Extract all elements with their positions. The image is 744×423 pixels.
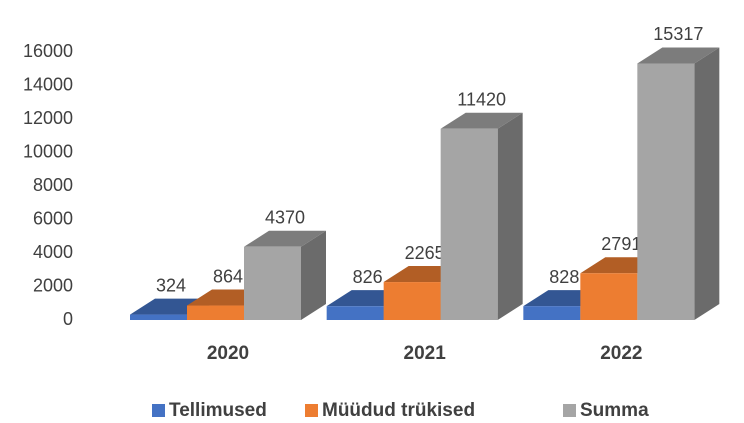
x-tick-label: 2021	[404, 343, 447, 364]
data-label: 11420	[457, 89, 506, 109]
y-tick-label: 14000	[23, 74, 73, 94]
legend-swatch	[152, 404, 165, 417]
legend-label: Summa	[580, 400, 649, 421]
data-label: 324	[156, 275, 186, 295]
y-tick-label: 4000	[33, 242, 73, 262]
y-tick-label: 2000	[33, 275, 73, 295]
data-label: 2791	[601, 234, 641, 254]
bar-top	[637, 47, 720, 64]
y-tick-label: 6000	[33, 208, 73, 228]
x-tick-label: 2020	[207, 343, 249, 364]
bar-top	[440, 112, 523, 129]
y-tick-label: 10000	[23, 141, 73, 161]
x-tick-label: 2022	[600, 343, 642, 364]
data-label: 864	[213, 266, 243, 286]
data-label: 4370	[265, 208, 305, 228]
y-tick-label: 0	[63, 309, 73, 329]
bar-side	[694, 47, 720, 321]
y-tick-label: 8000	[33, 175, 73, 195]
bar	[130, 314, 187, 320]
bar	[244, 246, 301, 320]
legend-swatch	[563, 404, 576, 417]
y-tick-label: 12000	[23, 108, 73, 128]
data-label: 2265	[405, 243, 445, 263]
data-label: 826	[353, 267, 383, 287]
bar	[326, 306, 384, 320]
bar	[440, 128, 498, 320]
bar-side	[497, 112, 523, 320]
legend-swatch	[305, 404, 318, 417]
data-label: 828	[549, 267, 579, 287]
bar	[523, 306, 581, 320]
bar-side	[301, 230, 326, 320]
bar-top	[244, 230, 326, 247]
legend-label: Müüdud trükised	[322, 400, 475, 421]
bar	[580, 273, 638, 320]
bar	[187, 305, 244, 320]
legend-label: Tellimused	[169, 400, 267, 421]
data-label: 15317	[653, 24, 703, 44]
y-tick-label: 16000	[23, 41, 73, 61]
bar	[383, 282, 441, 320]
bar	[637, 63, 695, 321]
